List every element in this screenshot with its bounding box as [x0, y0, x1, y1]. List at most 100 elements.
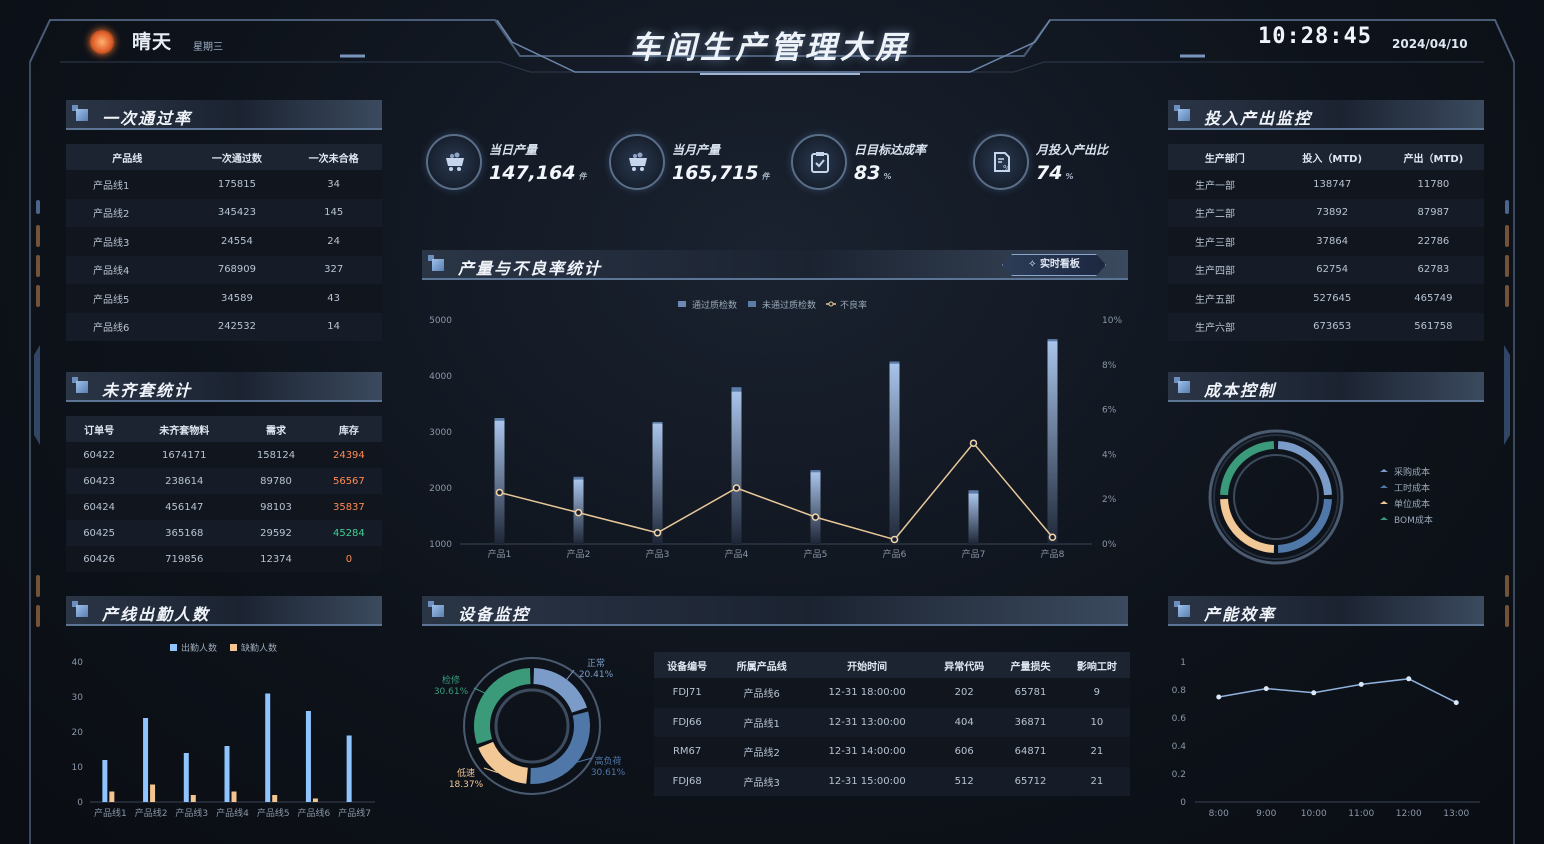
- table-cell: 21: [1063, 737, 1130, 767]
- kpi-value: 147,164 件: [489, 162, 587, 184]
- y-tick-label: 3000: [429, 428, 452, 438]
- table-row[interactable]: 60426 719856 12374 0: [66, 546, 382, 572]
- table-cell: FDJ71: [654, 678, 721, 708]
- table-row[interactable]: 产品线2 345423 145: [66, 198, 382, 227]
- x-tick-label: 产品7: [962, 548, 986, 560]
- legend-label: BOM成本: [1394, 514, 1433, 526]
- table-header-cell: 异常代码: [931, 652, 998, 678]
- defect-rate-point: [1048, 533, 1057, 542]
- legend-label: 未通过质检数: [762, 299, 816, 311]
- table-row[interactable]: RM67 产品线2 12-31 14:00:00 606 64871 21: [654, 737, 1130, 767]
- table-header-cell: 产量损失: [997, 652, 1064, 678]
- table-cell: 606: [931, 737, 998, 767]
- sun-weather-icon: [90, 30, 114, 54]
- legend-label: 出勤人数: [181, 642, 217, 654]
- x-tick-label: 产品2: [567, 548, 591, 560]
- table-cell: 产品线1: [720, 707, 804, 737]
- table-row[interactable]: 生产六部 673653 561758: [1168, 312, 1484, 341]
- efficiency-point: [1358, 681, 1364, 687]
- table-cell: RM67: [654, 737, 721, 767]
- bar-attendance: [305, 711, 311, 802]
- table-row[interactable]: 生产一部 138747 11780: [1168, 170, 1484, 199]
- realtime-board-button[interactable]: ✧ 实时看板: [1002, 254, 1106, 276]
- table-header-cell: 需求: [236, 416, 316, 442]
- bar-passed-qc: [968, 493, 979, 544]
- y2-tick-label: 4%: [1102, 450, 1117, 460]
- legend-label: 工时成本: [1394, 482, 1430, 494]
- table-row[interactable]: 生产五部 527645 465749: [1168, 284, 1484, 313]
- efficiency-point: [1453, 700, 1459, 706]
- y-tick-label: 4000: [429, 372, 452, 382]
- table-cell: 11780: [1382, 170, 1484, 199]
- legend-swatch: [1380, 501, 1388, 504]
- table-row[interactable]: FDJ71 产品线6 12-31 18:00:00 202 65781 9: [654, 678, 1130, 708]
- bar-passed-qc: [731, 391, 742, 544]
- donut-slice: [474, 668, 531, 745]
- table-cell: 73892: [1281, 198, 1383, 227]
- defect-rate-point: [890, 535, 899, 544]
- table-cell: 35837: [315, 494, 382, 520]
- cost-panel-title: 成本控制: [1168, 372, 1484, 402]
- table-row[interactable]: 生产二部 73892 87987: [1168, 198, 1484, 227]
- table-cell: 327: [285, 255, 382, 284]
- kpi-icon-ring: [791, 134, 847, 190]
- table-row[interactable]: 生产三部 37864 22786: [1168, 227, 1484, 256]
- kpi-icon-ring: %: [973, 134, 1029, 190]
- table-header-cell: 产品线: [66, 144, 189, 170]
- table-cell: 242532: [188, 312, 286, 341]
- table-row[interactable]: 60422 1674171 158124 24394: [66, 442, 382, 468]
- legend-label: 采购成本: [1394, 466, 1430, 478]
- efficiency-point: [1216, 694, 1222, 700]
- y2-tick-label: 6%: [1102, 406, 1117, 416]
- table-row[interactable]: 产品线1 175815 34: [66, 170, 382, 199]
- y-tick-label: 1: [1180, 658, 1186, 668]
- y-tick-label: 0: [77, 798, 83, 808]
- table-header-cell: 影响工时: [1063, 652, 1130, 678]
- table-cell: 产品线2: [720, 737, 804, 767]
- donut-outer-ring: [1213, 434, 1339, 560]
- donut-inner-ring: [494, 688, 570, 764]
- table-cell: 512: [931, 766, 998, 796]
- table-cell: 生产四部: [1168, 255, 1282, 284]
- table-row[interactable]: 60424 456147 98103 35837: [66, 494, 382, 520]
- table-row[interactable]: FDJ68 产品线3 12-31 15:00:00 512 65712 21: [654, 766, 1130, 796]
- x-tick-label: 产品8: [1041, 548, 1065, 560]
- title-square-icon: [76, 381, 88, 393]
- table-cell: 产品线3: [66, 227, 189, 256]
- legend-swatch: [748, 301, 756, 307]
- table-header-cell: 投入（MTD): [1281, 144, 1383, 170]
- equipment-table: 设备编号 所属产品线 开始时间 异常代码 产量损失 影响工时 FDJ71 产品线6 12-31…: [654, 652, 1130, 796]
- table-row[interactable]: 60425 365168 29592 45284: [66, 520, 382, 546]
- table-row[interactable]: 60423 238614 89780 56567: [66, 468, 382, 494]
- kpi-unit: %: [883, 172, 892, 181]
- title-square-icon: [76, 109, 88, 121]
- bar-attendance: [265, 693, 271, 802]
- x-tick-label: 产品6: [883, 548, 907, 560]
- table-cell: 62754: [1281, 255, 1383, 284]
- table-cell: 1674171: [132, 442, 237, 468]
- table-row[interactable]: 产品线6 242532 14: [66, 312, 382, 341]
- io-monitor-table: 生产部门 投入（MTD) 产出（MTD) 生产一部 138747 11780 生产二部 73…: [1168, 144, 1484, 341]
- legend-label: 单位成本: [1394, 498, 1430, 510]
- table-cell: 产品线6: [66, 312, 189, 341]
- table-row[interactable]: 产品线5 34589 43: [66, 284, 382, 313]
- table-cell: 456147: [132, 494, 237, 520]
- table-cell: 345423: [188, 198, 286, 227]
- table-cell: 产品线5: [66, 284, 189, 313]
- table-header-cell: 库存: [315, 416, 382, 442]
- table-header-cell: 未齐套物料: [132, 416, 237, 442]
- table-cell: 202: [931, 678, 998, 708]
- table-cell: 65712: [997, 766, 1064, 796]
- table-cell: 45284: [315, 520, 382, 546]
- efficiency-point: [1406, 676, 1412, 682]
- table-row[interactable]: 产品线3 24554 24: [66, 227, 382, 256]
- legend-swatch: [230, 644, 237, 651]
- table-row[interactable]: FDJ66 产品线1 12-31 13:00:00 404 36871 10: [654, 707, 1130, 737]
- legend-swatch: [1380, 517, 1388, 520]
- x-tick-label: 产品3: [646, 548, 670, 560]
- table-row[interactable]: 生产四部 62754 62783: [1168, 255, 1484, 284]
- table-row[interactable]: 产品线4 768909 327: [66, 255, 382, 284]
- table-header-cell: 一次通过数: [188, 144, 286, 170]
